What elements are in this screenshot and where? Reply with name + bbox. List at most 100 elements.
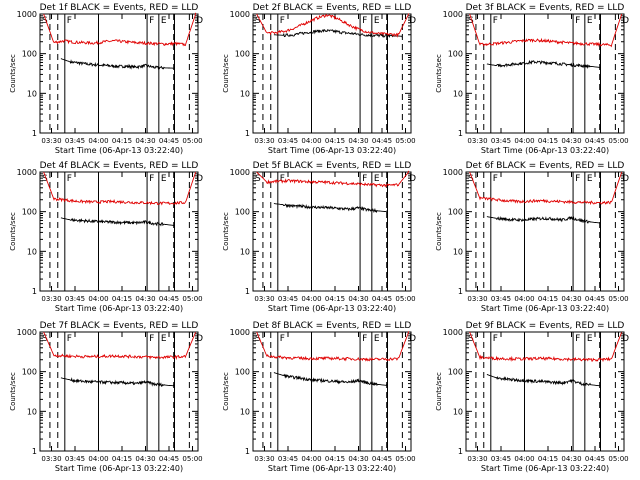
event-marker-label: E — [587, 334, 593, 344]
y-tick-label: 100 — [448, 50, 463, 59]
x-tick-label: 04:45 — [585, 455, 605, 463]
event-marker-label: D — [409, 334, 416, 344]
y-tick-label: 1000 — [230, 328, 250, 337]
y-tick-label: 100 — [448, 368, 463, 377]
plot-frame — [39, 171, 199, 292]
x-axis-label: Start Time (06-Apr-13 03:22:40) — [268, 464, 396, 473]
series-line-events — [273, 29, 403, 39]
event-marker-label: F — [149, 174, 154, 184]
x-tick-label: 03:45 — [491, 295, 511, 303]
x-tick-label: 03:30 — [254, 455, 274, 463]
y-axis-label: Counts/sec — [222, 372, 230, 411]
x-tick-label: 03:45 — [278, 295, 298, 303]
x-tick-label: 03:45 — [278, 455, 298, 463]
event-marker-label: F — [493, 174, 498, 184]
y-axis-label: Counts/sec — [435, 54, 443, 93]
plot-frame — [39, 13, 199, 134]
event-marker-label: F — [149, 334, 154, 344]
event-marker-label: D — [196, 334, 203, 344]
x-tick-label: 03:45 — [278, 137, 298, 145]
x-tick-label: 05:00 — [395, 455, 415, 463]
y-tick-label: 1000 — [443, 168, 463, 177]
series-line-lld — [43, 171, 197, 206]
y-tick-label: 1 — [32, 287, 37, 296]
event-marker-label: E — [374, 16, 380, 26]
plot-frame — [465, 331, 625, 452]
panel-det-5: Det 5f BLACK = Events, RED = LLD 1 10 100 10… — [222, 161, 416, 313]
x-tick-label: 03:30 — [467, 295, 487, 303]
series-line-lld — [469, 13, 623, 48]
event-marker-label: D — [409, 16, 416, 26]
event-marker-label: E — [161, 16, 167, 26]
event-marker-label: F — [575, 174, 580, 184]
event-marker-label: S — [255, 334, 261, 344]
event-marker-label: F — [362, 174, 367, 184]
event-marker-label: F — [67, 334, 72, 344]
x-tick-label: 03:30 — [467, 455, 487, 463]
x-tick-label: 04:15 — [325, 295, 345, 303]
series-line-lld — [469, 331, 623, 363]
event-marker-label: F — [280, 174, 285, 184]
event-marker-label: D — [622, 174, 629, 184]
event-marker-label: F — [67, 16, 72, 26]
y-tick-label: 1 — [458, 129, 463, 138]
x-tick-label: 04:45 — [159, 137, 179, 145]
plot-frame — [465, 171, 625, 292]
y-axis-label: Counts/sec — [9, 372, 17, 411]
x-tick-label: 04:30 — [135, 295, 155, 303]
event-marker-label: D — [622, 334, 629, 344]
panel-title: Det 2f BLACK = Events, RED = LLD — [253, 3, 412, 13]
x-tick-label: 04:15 — [538, 295, 558, 303]
panel-det-7: Det 7f BLACK = Events, RED = LLD 1 10 100 10… — [9, 321, 203, 473]
x-tick-label: 03:45 — [491, 455, 511, 463]
y-tick-label: 10 — [27, 407, 37, 416]
y-tick-label: 1000 — [230, 10, 250, 19]
event-marker-label: S — [468, 16, 474, 26]
event-marker-label: S — [468, 174, 474, 184]
y-tick-label: 1 — [245, 447, 250, 456]
event-marker-label: D — [622, 16, 629, 26]
x-tick-label: 04:00 — [88, 295, 108, 303]
series-line-events — [60, 217, 174, 227]
y-tick-label: 10 — [453, 247, 463, 256]
event-marker-label: E — [161, 174, 167, 184]
x-tick-label: 03:45 — [491, 137, 511, 145]
y-axis-label: Counts/sec — [9, 212, 17, 251]
event-marker-label: F — [493, 16, 498, 26]
x-tick-label: 04:30 — [348, 295, 368, 303]
x-tick-label: 04:00 — [514, 137, 534, 145]
x-axis-label: Start Time (06-Apr-13 03:22:40) — [268, 304, 396, 313]
y-axis-label: Counts/sec — [9, 54, 17, 93]
y-axis-label: Counts/sec — [435, 212, 443, 251]
y-tick-label: 10 — [240, 247, 250, 256]
series-line-events — [486, 59, 600, 70]
plot-frame — [465, 13, 625, 134]
y-tick-label: 1 — [32, 129, 37, 138]
x-tick-label: 03:45 — [65, 455, 85, 463]
plot-frame — [39, 331, 199, 452]
event-marker-label: D — [196, 174, 203, 184]
x-tick-label: 03:30 — [254, 137, 274, 145]
x-axis-label: Start Time (06-Apr-13 03:22:40) — [55, 464, 183, 473]
x-tick-label: 04:00 — [301, 295, 321, 303]
x-tick-label: 05:00 — [395, 295, 415, 303]
x-tick-label: 05:00 — [182, 295, 202, 303]
x-tick-label: 05:00 — [182, 455, 202, 463]
event-marker-label: E — [161, 334, 167, 344]
x-tick-label: 04:30 — [561, 295, 581, 303]
y-tick-label: 10 — [240, 407, 250, 416]
x-tick-label: 04:15 — [112, 295, 132, 303]
y-axis-label: Counts/sec — [435, 372, 443, 411]
x-tick-label: 04:00 — [514, 455, 534, 463]
y-tick-label: 100 — [22, 208, 37, 217]
y-tick-label: 1 — [458, 287, 463, 296]
y-axis-label: Counts/sec — [222, 54, 230, 93]
event-marker-label: D — [196, 16, 203, 26]
x-axis-label: Start Time (06-Apr-13 03:22:40) — [481, 304, 609, 313]
panel-det-6: Det 6f BLACK = Events, RED = LLD 1 10 100 10… — [435, 161, 629, 313]
x-tick-label: 04:15 — [538, 137, 558, 145]
x-axis-label: Start Time (06-Apr-13 03:22:40) — [481, 146, 609, 155]
y-tick-label: 1000 — [17, 328, 37, 337]
x-tick-label: 03:30 — [41, 137, 61, 145]
